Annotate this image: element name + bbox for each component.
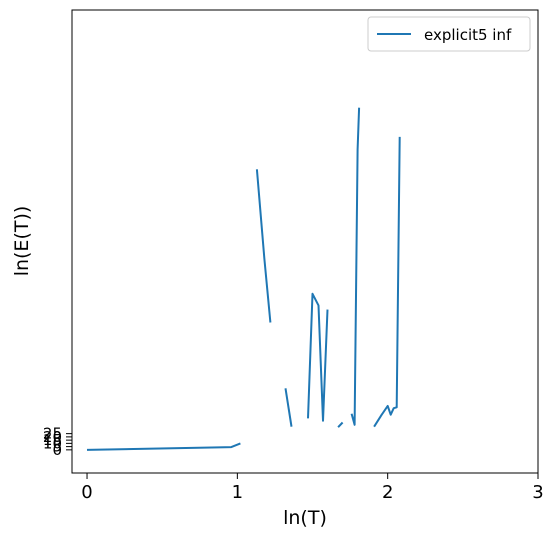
x-axis-label: ln(T)	[283, 507, 327, 529]
x-axis-ticks: 0 1 2 3	[81, 473, 544, 503]
series-line-segment-5	[337, 421, 344, 428]
plot-area	[71, 9, 539, 474]
legend-label: explicit5 inf	[424, 26, 512, 44]
y-tick-label: 20	[43, 428, 62, 446]
y-tick-label: 10	[43, 434, 62, 452]
y-tick-label: 0	[52, 441, 62, 459]
y-tick-label: 5	[52, 438, 62, 456]
series-line-segment-2	[255, 169, 272, 323]
y-tick-label: 15	[43, 431, 62, 449]
x-tick-label: 0	[81, 482, 92, 503]
x-tick-label: 2	[382, 482, 393, 503]
legend-box	[367, 16, 531, 52]
series-line-segment-7	[373, 136, 401, 428]
series-layer	[86, 107, 401, 451]
y-tick-label: 25	[43, 425, 62, 443]
series-line-segment-1	[86, 442, 241, 451]
x-tick-label: 3	[532, 482, 543, 503]
series-line-segment-3	[284, 388, 293, 427]
series-line-segment-4	[307, 292, 329, 422]
series-line-segment-6	[350, 107, 361, 426]
y-axis-label: ln(E(T))	[11, 206, 33, 277]
x-tick-label: 1	[232, 482, 243, 503]
legend: explicit5 inf	[367, 16, 531, 52]
